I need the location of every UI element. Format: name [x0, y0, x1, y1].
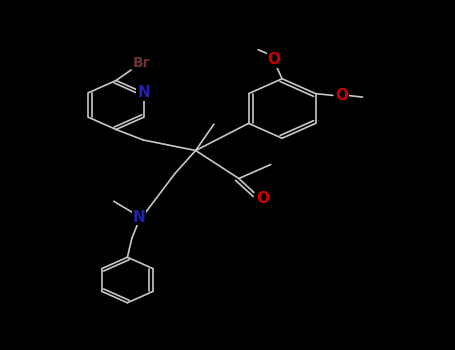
Text: O: O [268, 52, 280, 67]
Text: N: N [137, 85, 150, 100]
Text: O: O [335, 88, 349, 103]
Text: N: N [132, 210, 145, 224]
Text: Br: Br [133, 56, 150, 70]
Text: O: O [257, 191, 269, 206]
